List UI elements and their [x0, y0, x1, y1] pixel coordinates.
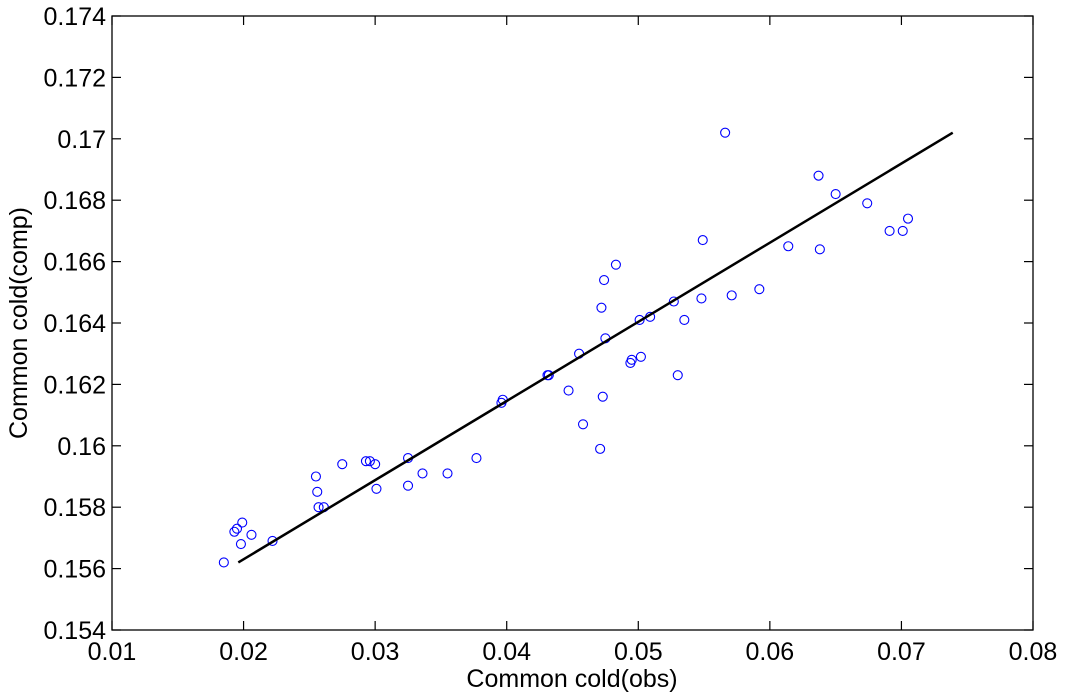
data-point — [679, 314, 690, 325]
data-point — [596, 302, 607, 313]
y-tick-label: 0.166 — [43, 249, 106, 277]
data-point — [312, 486, 323, 497]
data-point — [360, 456, 371, 467]
y-tick-label: 0.16 — [57, 433, 106, 461]
x-tick-label: 0.01 — [88, 638, 137, 666]
data-point — [813, 170, 824, 181]
data-point — [597, 391, 608, 402]
y-tick-label: 0.174 — [43, 3, 106, 31]
data-point — [696, 293, 707, 304]
x-axis-ticks: 0.01 0.02 0.03 0.04 0.05 0.06 0.07 0.08 — [88, 16, 1058, 666]
y-tick-label: 0.172 — [43, 64, 106, 92]
y-tick-label: 0.17 — [57, 126, 106, 154]
data-point — [417, 468, 428, 479]
x-tick-label: 0.04 — [482, 638, 531, 666]
y-tick-label: 0.158 — [43, 494, 106, 522]
x-tick-label: 0.02 — [219, 638, 268, 666]
fit-line — [237, 131, 954, 564]
data-point — [814, 244, 825, 255]
data-point — [364, 456, 375, 467]
data-point — [313, 502, 324, 513]
data-point — [237, 517, 248, 528]
data-point — [626, 354, 637, 365]
data-point — [897, 225, 908, 236]
x-tick-label: 0.06 — [746, 638, 795, 666]
data-point — [218, 557, 229, 568]
y-tick-label: 0.156 — [43, 556, 106, 584]
y-tick-label: 0.162 — [43, 371, 106, 399]
x-tick-label: 0.03 — [351, 638, 400, 666]
data-point — [310, 471, 321, 482]
y-tick-label: 0.154 — [43, 617, 106, 645]
data-point — [862, 198, 873, 209]
data-point — [672, 370, 683, 381]
data-point — [595, 443, 606, 454]
data-point — [830, 189, 841, 200]
data-point — [370, 459, 381, 470]
data-point — [543, 370, 554, 381]
data-point — [471, 453, 482, 464]
data-point — [267, 535, 278, 547]
data-point — [726, 290, 737, 301]
data-point — [235, 538, 246, 550]
data-point — [610, 259, 621, 270]
data-point — [577, 419, 589, 430]
data-point — [697, 235, 708, 246]
data-point — [371, 483, 382, 494]
data-point — [599, 274, 610, 286]
data-point — [246, 529, 257, 540]
data-point — [229, 526, 240, 537]
x-tick-label: 0.07 — [877, 638, 926, 666]
data-points — [218, 127, 914, 568]
y-tick-label: 0.164 — [43, 310, 106, 338]
data-point — [231, 523, 243, 534]
data-point — [783, 241, 794, 252]
data-point — [337, 459, 348, 470]
data-point — [754, 284, 765, 295]
y-tick-label: 0.168 — [43, 187, 106, 215]
data-point — [902, 213, 914, 224]
data-point — [720, 127, 731, 138]
data-point — [634, 314, 645, 325]
x-axis-label: Common cold(obs) — [466, 665, 677, 693]
data-point — [668, 296, 679, 307]
data-point — [402, 480, 414, 491]
x-tick-label: 0.08 — [1009, 638, 1058, 666]
data-point — [635, 351, 646, 362]
data-point — [884, 225, 895, 236]
x-tick-label: 0.05 — [614, 638, 663, 666]
data-point — [563, 385, 574, 396]
data-point — [442, 468, 453, 479]
y-axis-label: Common cold(comp) — [5, 207, 33, 439]
y-axis-ticks: 0.154 0.156 0.158 0.16 0.162 0.164 0.166 0.168 0… — [43, 3, 1033, 645]
plot-area — [111, 15, 1034, 631]
